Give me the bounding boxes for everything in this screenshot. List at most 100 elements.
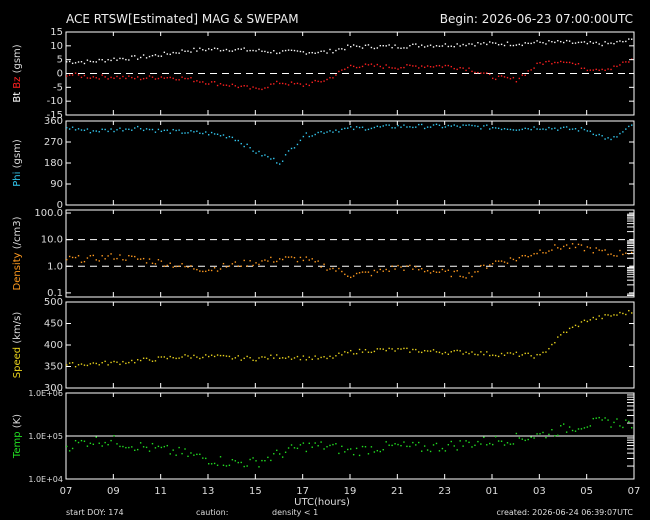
data-point-bz: [406, 64, 408, 66]
data-point-bz: [237, 86, 239, 89]
data-point-phi: [423, 127, 426, 130]
y-axis-label-temp: Temp (K): [12, 414, 23, 459]
data-point-temp: [462, 445, 464, 447]
data-point-phi: [344, 127, 346, 130]
data-point-temp: [175, 454, 177, 456]
data-point-temp: [326, 446, 328, 448]
data-point-phi: [169, 132, 171, 134]
data-point-speed: [154, 360, 157, 362]
data-point-phi: [95, 130, 97, 132]
data-point-speed: [542, 351, 544, 354]
data-point-speed: [139, 359, 142, 362]
data-point-speed: [418, 351, 420, 353]
data-point-temp: [373, 451, 376, 453]
data-point-phi: [367, 128, 370, 131]
data-point-bz: [601, 68, 603, 71]
data-point-speed: [255, 360, 257, 362]
data-point-bt: [137, 58, 139, 60]
data-point-speed: [66, 364, 68, 366]
data-point-bz: [202, 81, 204, 83]
data-point-bt: [210, 49, 213, 51]
data-point-bt: [122, 57, 124, 60]
data-point-temp: [122, 445, 124, 448]
data-point-speed: [98, 364, 100, 366]
data-point-speed: [101, 362, 103, 364]
data-point-bt: [358, 45, 361, 48]
data-point-phi: [521, 128, 523, 131]
data-point-bz: [249, 88, 251, 90]
data-point-temp: [400, 444, 402, 447]
data-point-density: [456, 270, 458, 272]
data-point-density: [178, 265, 180, 267]
data-point-density: [68, 255, 71, 258]
data-point-speed: [500, 352, 503, 355]
data-point-temp: [444, 450, 447, 452]
data-point-temp: [595, 417, 597, 419]
data-point-density: [601, 249, 603, 252]
data-point-phi: [142, 129, 145, 132]
data-point-density: [249, 260, 251, 262]
data-point-density: [486, 267, 488, 269]
data-point-bt: [276, 52, 278, 55]
data-point-density: [598, 249, 600, 251]
data-point-temp: [583, 427, 586, 429]
data-point-speed: [509, 352, 512, 354]
data-point-temp: [228, 464, 231, 467]
data-point-temp: [376, 449, 379, 452]
data-point-phi: [323, 132, 325, 134]
data-point-bt: [142, 54, 145, 56]
data-point-temp: [68, 450, 71, 452]
data-point-bt: [175, 52, 177, 54]
data-point-bz: [293, 83, 296, 85]
data-point-speed: [580, 321, 583, 323]
data-point-speed: [480, 351, 482, 353]
data-point-temp: [592, 417, 594, 420]
data-point-phi: [190, 130, 192, 132]
data-point-temp: [530, 436, 532, 438]
data-point-bt: [139, 56, 142, 59]
data-point-phi: [527, 128, 529, 130]
data-point-speed: [326, 357, 328, 360]
data-point-temp: [489, 442, 491, 445]
data-point-density: [370, 274, 373, 277]
data-point-bz: [432, 66, 435, 68]
data-point-bt: [480, 43, 482, 45]
data-point-temp: [536, 433, 538, 435]
data-point-temp: [515, 432, 518, 435]
data-point-phi: [71, 126, 74, 128]
y-tick-label-phi: 0: [57, 200, 63, 211]
data-point-bt: [568, 40, 571, 42]
y-axis-label-speed: Speed (km/s): [12, 312, 23, 379]
data-point-speed: [104, 360, 106, 363]
data-point-speed: [379, 348, 381, 350]
data-point-phi: [216, 133, 219, 136]
data-point-bt: [444, 43, 447, 45]
data-point-bt: [500, 43, 503, 46]
data-point-bz: [583, 67, 586, 69]
data-point-bz: [586, 69, 589, 72]
data-point-temp: [329, 444, 331, 447]
data-point-density: [426, 270, 429, 272]
data-point-phi: [335, 129, 337, 131]
data-point-temp: [86, 445, 89, 447]
data-point-phi: [518, 129, 521, 131]
data-point-density: [610, 253, 612, 255]
data-point-speed: [412, 348, 414, 351]
data-point-temp: [483, 436, 485, 439]
y-axis-label-part: Temp: [12, 431, 23, 459]
data-point-speed: [352, 353, 355, 355]
data-point-density: [444, 270, 447, 273]
data-point-bt: [311, 51, 313, 54]
data-point-bt: [237, 48, 239, 50]
data-point-bz: [341, 69, 343, 71]
data-point-bz: [66, 75, 68, 77]
y-tick-label-speed: 450: [44, 319, 63, 330]
data-point-bt: [246, 50, 248, 52]
data-point-speed: [474, 353, 476, 356]
data-point-temp: [586, 426, 589, 428]
data-point-bt: [376, 47, 379, 49]
y-axis-label-part: (K): [12, 414, 23, 432]
data-point-phi: [563, 126, 565, 128]
data-point-density: [530, 254, 532, 257]
